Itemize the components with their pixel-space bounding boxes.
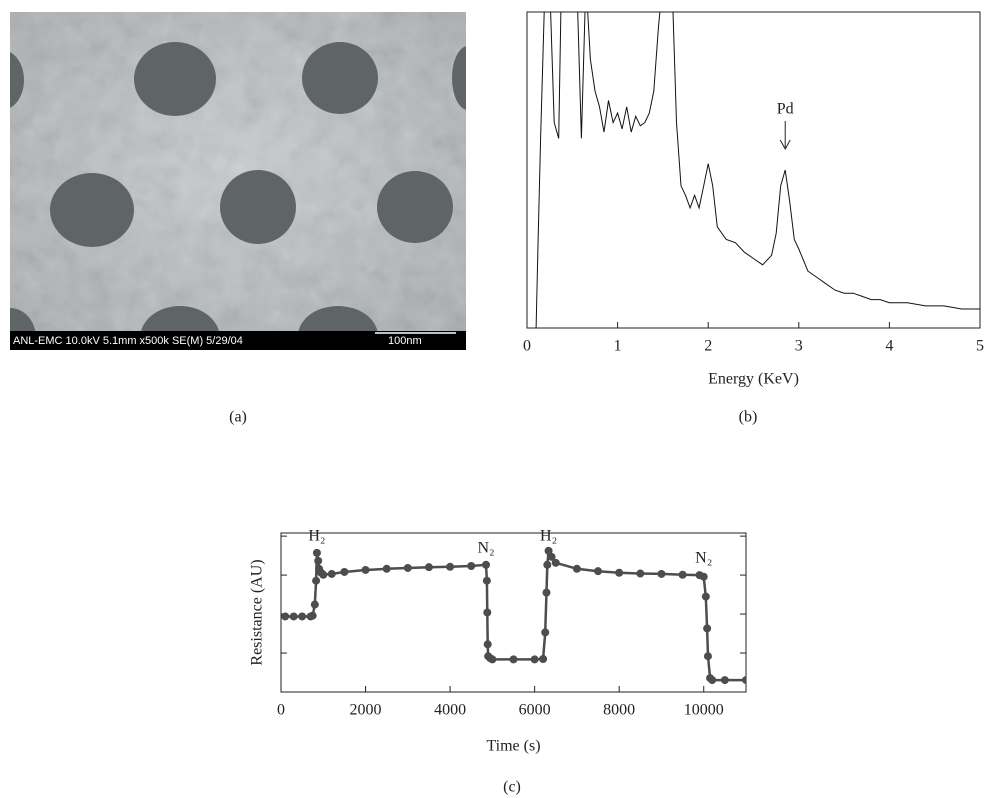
x-tick-label: 10000 bbox=[684, 702, 724, 719]
data-point bbox=[594, 567, 603, 576]
data-point bbox=[312, 548, 321, 557]
data-point bbox=[543, 560, 552, 569]
data-point bbox=[310, 600, 319, 609]
x-tick-label: 8000 bbox=[603, 702, 635, 719]
annotation: H₂ bbox=[308, 528, 325, 545]
annotation-arrow bbox=[779, 139, 791, 151]
x-tick-label: 0 bbox=[523, 338, 531, 355]
x-tick-label: 3 bbox=[795, 338, 803, 355]
data-point bbox=[701, 592, 710, 601]
data-point bbox=[551, 558, 560, 567]
data-point bbox=[319, 570, 328, 579]
series bbox=[535, 12, 980, 328]
data-point bbox=[314, 556, 323, 565]
data-point bbox=[703, 624, 712, 633]
x-tick-label: 4 bbox=[885, 338, 893, 355]
series bbox=[281, 546, 746, 685]
data-point bbox=[340, 567, 349, 576]
data-point bbox=[298, 612, 307, 621]
x-tick-label: 5 bbox=[976, 338, 984, 355]
data-point bbox=[467, 561, 476, 570]
sem-info: ANL-EMC 10.0kV 5.1mm x500k SE(M) 5/29/04 bbox=[13, 335, 243, 347]
data-point bbox=[547, 552, 556, 561]
data-point bbox=[541, 628, 550, 637]
x-tick-label: 1 bbox=[614, 338, 622, 355]
data-point bbox=[482, 576, 491, 585]
data-point bbox=[312, 576, 321, 585]
x-tick-label: 2000 bbox=[350, 702, 382, 719]
data-point bbox=[509, 655, 518, 664]
data-point bbox=[424, 563, 433, 572]
y-axis-label: Resistance (AU) bbox=[249, 559, 266, 665]
data-point bbox=[308, 611, 317, 620]
data-point bbox=[361, 565, 370, 574]
data-point bbox=[636, 569, 645, 578]
x-tick-label: 2 bbox=[704, 338, 712, 355]
plot-frame bbox=[526, 11, 981, 329]
data-point bbox=[482, 560, 491, 569]
data-point bbox=[615, 568, 624, 577]
x-tick-label: 0 bbox=[277, 702, 285, 719]
annotation: H₂ bbox=[540, 528, 557, 545]
caption: (b) bbox=[739, 409, 758, 426]
data-point bbox=[483, 640, 492, 649]
x-tick-label: 6000 bbox=[519, 702, 551, 719]
data-point bbox=[446, 562, 455, 571]
data-point bbox=[657, 569, 666, 578]
annotation: N₂ bbox=[695, 549, 712, 566]
data-point bbox=[708, 676, 717, 685]
caption: (c) bbox=[503, 779, 521, 796]
data-point bbox=[403, 563, 412, 572]
data-point bbox=[544, 546, 553, 555]
x-axis-label: Energy (KeV) bbox=[708, 371, 799, 388]
data-point bbox=[542, 588, 551, 597]
data-point bbox=[678, 570, 687, 579]
annotation: N₂ bbox=[477, 539, 494, 556]
data-point bbox=[539, 655, 548, 664]
data-point bbox=[572, 564, 581, 573]
annotation: Pd bbox=[777, 101, 794, 118]
data-point bbox=[281, 612, 290, 621]
data-point bbox=[530, 655, 539, 664]
sem-image: ANL-EMC 10.0kV 5.1mm x500k SE(M) 5/29/04… bbox=[10, 12, 466, 350]
data-point bbox=[720, 676, 729, 685]
data-point bbox=[488, 655, 497, 664]
x-tick-label: 4000 bbox=[434, 702, 466, 719]
data-point bbox=[742, 676, 746, 685]
data-point bbox=[699, 572, 708, 581]
x-axis-label: Time (s) bbox=[486, 738, 540, 755]
data-line bbox=[535, 12, 980, 328]
caption: (a) bbox=[229, 409, 247, 426]
data-point bbox=[382, 564, 391, 573]
data-point bbox=[289, 612, 298, 621]
plot-frame bbox=[280, 532, 747, 693]
data-point bbox=[703, 652, 712, 661]
data-point bbox=[327, 569, 336, 578]
data-point bbox=[483, 608, 492, 617]
sem-scale: 100nm bbox=[388, 335, 422, 347]
